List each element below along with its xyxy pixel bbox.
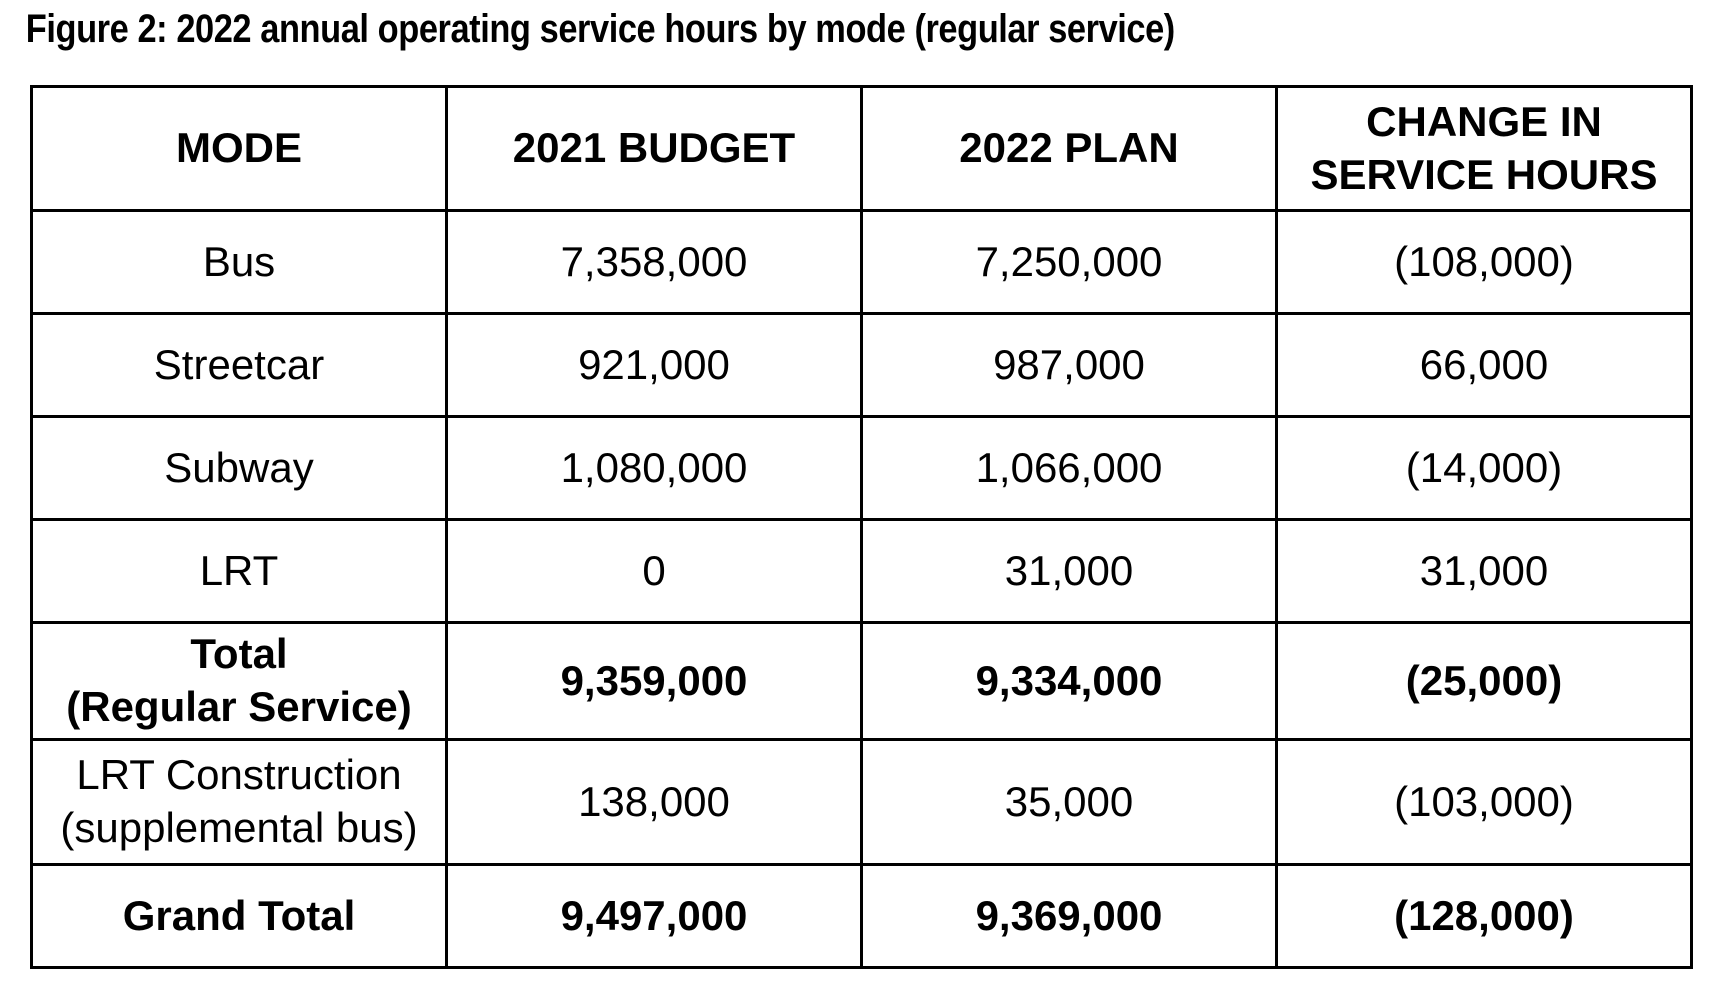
column-header-change-in-service-hours: CHANGE IN SERVICE HOURS bbox=[1275, 85, 1693, 212]
plan-cell: 9,334,000 bbox=[860, 621, 1278, 741]
mode-cell: LRT bbox=[30, 518, 448, 624]
table-row-lrt: LRT 0 31,000 31,000 bbox=[30, 518, 1693, 624]
plan-cell: 31,000 bbox=[860, 518, 1278, 624]
column-header-mode: MODE bbox=[30, 85, 448, 212]
change-cell: 66,000 bbox=[1275, 312, 1693, 418]
change-cell: (103,000) bbox=[1275, 738, 1693, 866]
plan-cell: 1,066,000 bbox=[860, 415, 1278, 521]
mode-cell: Bus bbox=[30, 209, 448, 315]
budget-cell: 9,497,000 bbox=[445, 863, 863, 969]
change-cell: (25,000) bbox=[1275, 621, 1693, 741]
mode-cell: Streetcar bbox=[30, 312, 448, 418]
budget-cell: 0 bbox=[445, 518, 863, 624]
plan-cell: 9,369,000 bbox=[860, 863, 1278, 969]
plan-cell: 35,000 bbox=[860, 738, 1278, 866]
plan-cell: 987,000 bbox=[860, 312, 1278, 418]
mode-cell: Grand Total bbox=[30, 863, 448, 969]
table-row-subway: Subway 1,080,000 1,066,000 (14,000) bbox=[30, 415, 1693, 521]
table-row-bus: Bus 7,358,000 7,250,000 (108,000) bbox=[30, 209, 1693, 315]
column-header-2022-plan: 2022 PLAN bbox=[860, 85, 1278, 212]
budget-cell: 7,358,000 bbox=[445, 209, 863, 315]
change-cell: (14,000) bbox=[1275, 415, 1693, 521]
mode-cell: Subway bbox=[30, 415, 448, 521]
change-cell: (128,000) bbox=[1275, 863, 1693, 969]
figure-title: Figure 2: 2022 annual operating service … bbox=[25, 7, 1175, 51]
column-header-2021-budget: 2021 BUDGET bbox=[445, 85, 863, 212]
budget-cell: 921,000 bbox=[445, 312, 863, 418]
budget-cell: 138,000 bbox=[445, 738, 863, 866]
table-row-grand-total: Grand Total 9,497,000 9,369,000 (128,000… bbox=[30, 863, 1693, 969]
budget-cell: 9,359,000 bbox=[445, 621, 863, 741]
header-row: MODE 2021 BUDGET 2022 PLAN CHANGE IN SER… bbox=[30, 85, 1693, 212]
table-row-streetcar: Streetcar 921,000 987,000 66,000 bbox=[30, 312, 1693, 418]
plan-cell: 7,250,000 bbox=[860, 209, 1278, 315]
budget-cell: 1,080,000 bbox=[445, 415, 863, 521]
mode-cell: LRT Construction (supplemental bus) bbox=[30, 738, 448, 866]
service-hours-table: MODE 2021 BUDGET 2022 PLAN CHANGE IN SER… bbox=[30, 85, 1693, 969]
mode-cell: Total (Regular Service) bbox=[30, 621, 448, 741]
change-cell: 31,000 bbox=[1275, 518, 1693, 624]
table-row-total-regular-service: Total (Regular Service) 9,359,000 9,334,… bbox=[30, 621, 1693, 741]
change-cell: (108,000) bbox=[1275, 209, 1693, 315]
table-row-lrt-construction: LRT Construction (supplemental bus) 138,… bbox=[30, 738, 1693, 866]
